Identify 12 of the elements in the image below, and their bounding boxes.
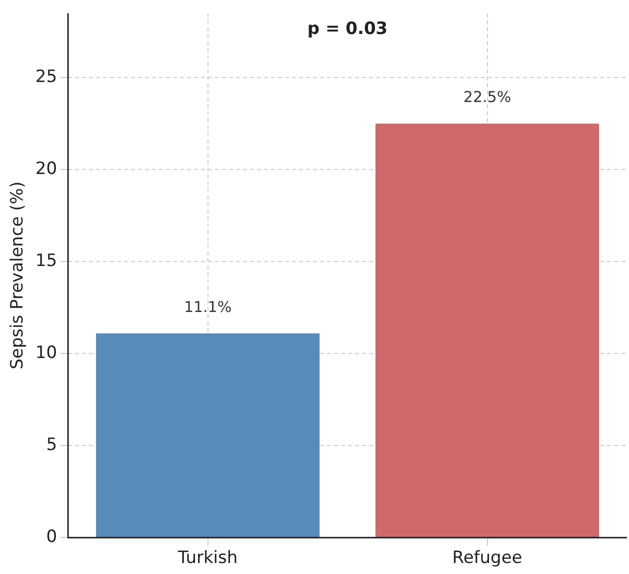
y-tick-label: 10 — [35, 343, 58, 364]
data-label: 11.1% — [184, 298, 232, 316]
y-tick-label: 15 — [35, 251, 58, 272]
data-label: 22.5% — [463, 88, 512, 106]
x-tick-label: Turkish — [176, 548, 238, 568]
y-axis-title: Sepsis Prevalence (%) — [8, 181, 28, 370]
annotation: p = 0.03 — [307, 19, 388, 40]
y-tick-label: 20 — [35, 159, 58, 180]
y-tick-label: 5 — [46, 435, 58, 456]
y-tick-label: 0 — [46, 527, 58, 548]
x-tick-label: Refugee — [452, 548, 522, 568]
y-tick-label: 25 — [35, 67, 58, 88]
